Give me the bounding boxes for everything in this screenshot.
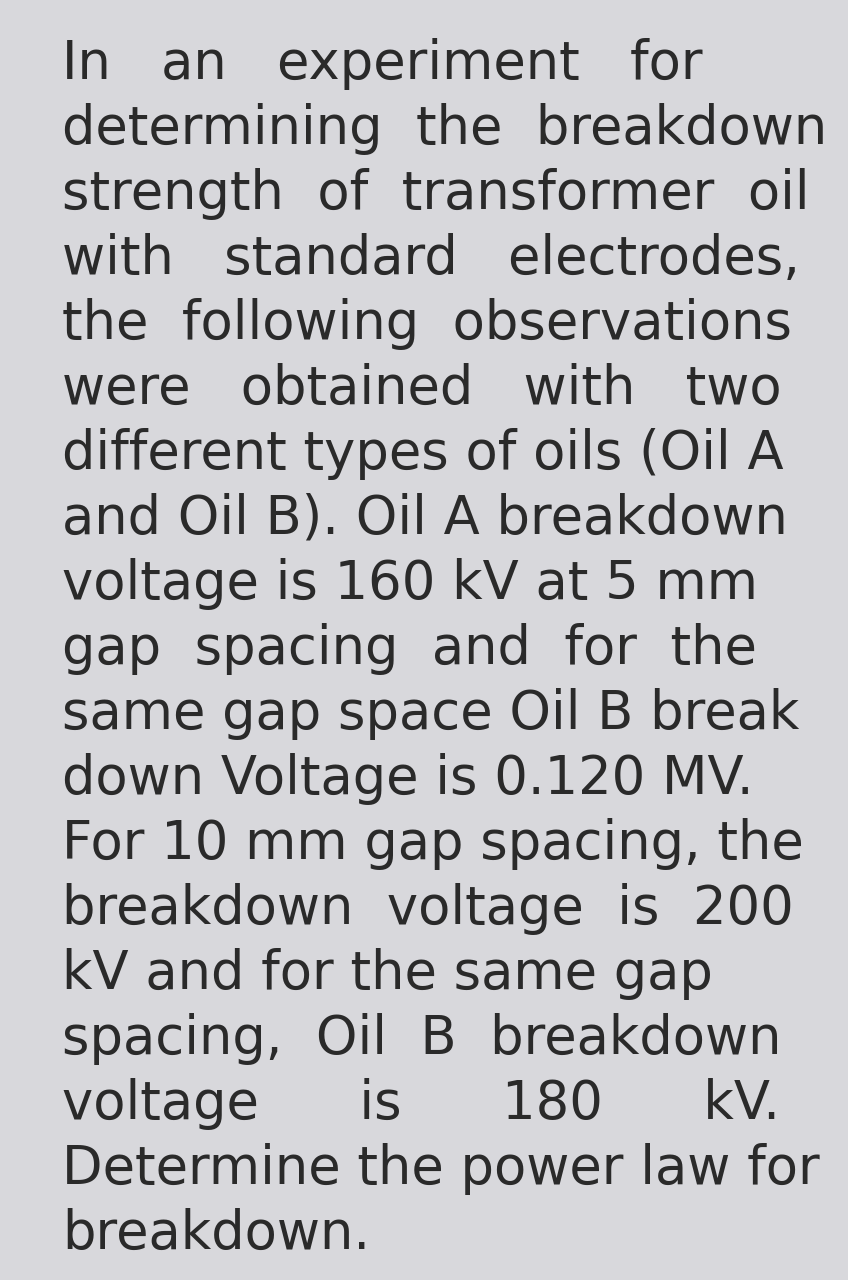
Text: the  following  observations: the following observations [62,298,792,349]
Text: voltage      is      180      kV.: voltage is 180 kV. [62,1078,780,1130]
Text: voltage is 160 kV at 5 mm: voltage is 160 kV at 5 mm [62,558,758,611]
Text: down Voltage is 0.120 MV.: down Voltage is 0.120 MV. [62,753,754,805]
Text: determining  the  breakdown: determining the breakdown [62,102,828,155]
Text: breakdown.: breakdown. [62,1208,370,1260]
Text: In   an   experiment   for: In an experiment for [62,38,703,90]
Text: and Oil B). Oil A breakdown: and Oil B). Oil A breakdown [62,493,788,545]
Text: breakdown  voltage  is  200: breakdown voltage is 200 [62,883,794,934]
Text: were   obtained   with   two: were obtained with two [62,364,782,415]
Text: strength  of  transformer  oil: strength of transformer oil [62,168,810,220]
Text: kV and for the same gap: kV and for the same gap [62,948,713,1000]
Text: Determine the power law for: Determine the power law for [62,1143,820,1196]
Text: gap  spacing  and  for  the: gap spacing and for the [62,623,757,675]
Text: For 10 mm gap spacing, the: For 10 mm gap spacing, the [62,818,804,870]
Text: different types of oils (Oil A: different types of oils (Oil A [62,428,784,480]
Text: with   standard   electrodes,: with standard electrodes, [62,233,800,285]
Text: spacing,  Oil  B  breakdown: spacing, Oil B breakdown [62,1012,782,1065]
Text: same gap space Oil B break: same gap space Oil B break [62,689,800,740]
